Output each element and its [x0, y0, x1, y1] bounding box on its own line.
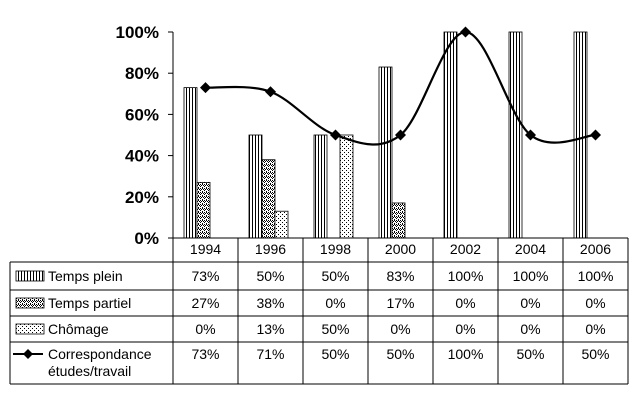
y-tick-label: 0% [134, 229, 159, 248]
data-label: 50% [581, 346, 609, 362]
data-label: 50% [321, 346, 349, 362]
data-label: 0% [195, 321, 215, 337]
bar-vertical-lines-1996 [248, 134, 263, 239]
legend-label: Temps plein [48, 268, 123, 284]
data-label: 73% [191, 346, 219, 362]
data-label: 0% [520, 295, 540, 311]
data-label: 0% [455, 321, 475, 337]
line-marker-2004 [525, 129, 536, 141]
x-tick-label: 2000 [385, 241, 416, 257]
data-label: 100% [578, 268, 614, 284]
data-label: 73% [191, 268, 219, 284]
y-tick-label: 20% [125, 188, 159, 207]
x-tick-label: 1994 [190, 241, 221, 257]
data-label: 0% [585, 295, 605, 311]
data-label: 13% [256, 321, 284, 337]
data-label: 50% [321, 268, 349, 284]
data-label: 100% [448, 346, 484, 362]
bar-fine-dots-1998 [339, 134, 354, 239]
legend-diamond-icon [23, 349, 33, 359]
data-label: 0% [585, 321, 605, 337]
y-axis: 0% 20% 40% 60% 80% 100% [116, 23, 174, 248]
data-label: 27% [191, 295, 219, 311]
legend-label: Temps partiel [48, 295, 131, 311]
line-marker-2000 [395, 129, 406, 141]
x-tick-label: 1998 [320, 241, 351, 257]
legend-swatch-vertical-lines [15, 270, 45, 282]
legend-label: Correspondance études/travail [48, 346, 152, 379]
data-label: 50% [321, 321, 349, 337]
data-label: 50% [386, 346, 414, 362]
data-label: 0% [325, 295, 345, 311]
data-table: 1994 1996 1998 2000 2002 2004 2006 Temps plein 7… [9, 237, 629, 385]
line-marker-1996 [265, 86, 276, 98]
data-label: 0% [390, 321, 410, 337]
line-marker-2002 [460, 26, 471, 38]
bar-vertical-lines-1998 [313, 134, 328, 239]
bar-fine-dots-1996 [274, 210, 289, 239]
x-tick-label: 2002 [450, 241, 481, 257]
y-tick-label: 40% [125, 147, 159, 166]
bar-vertical-lines-2002 [443, 31, 458, 239]
bar-vertical-lines-2004 [508, 31, 523, 239]
legend-swatch-fine-dots [15, 323, 45, 335]
line-series [200, 26, 601, 146]
line-marker-1998 [330, 129, 341, 141]
legend-label: Chômage [48, 321, 109, 337]
data-label: 83% [386, 268, 414, 284]
y-tick-label: 60% [125, 105, 159, 124]
bar-group [183, 31, 588, 239]
bar-vertical-lines-1994 [183, 87, 198, 239]
data-label: 38% [256, 295, 284, 311]
x-tick-label: 2004 [515, 241, 546, 257]
data-label: 50% [516, 346, 544, 362]
data-label: 100% [448, 268, 484, 284]
y-tick-label: 100% [116, 23, 159, 42]
data-label: 71% [256, 346, 284, 362]
y-tick-label: 80% [125, 64, 159, 83]
line-marker-1994 [200, 82, 211, 94]
line-marker-2006 [590, 129, 601, 141]
data-label: 0% [455, 295, 475, 311]
bar-crosshatch-dots-1996 [261, 159, 276, 239]
data-label: 17% [386, 295, 414, 311]
data-label: 0% [520, 321, 540, 337]
legend-swatch-crosshatch-dots [15, 297, 45, 309]
data-label: 100% [513, 268, 549, 284]
x-tick-label: 2006 [580, 241, 611, 257]
bar-crosshatch-dots-1994 [196, 181, 211, 239]
x-tick-label: 1996 [255, 241, 286, 257]
bar-crosshatch-dots-2000 [391, 202, 406, 239]
data-label: 50% [256, 268, 284, 284]
bar-vertical-lines-2000 [378, 66, 393, 239]
line-correspondance [205, 30, 596, 146]
bar-vertical-lines-2006 [573, 31, 588, 239]
